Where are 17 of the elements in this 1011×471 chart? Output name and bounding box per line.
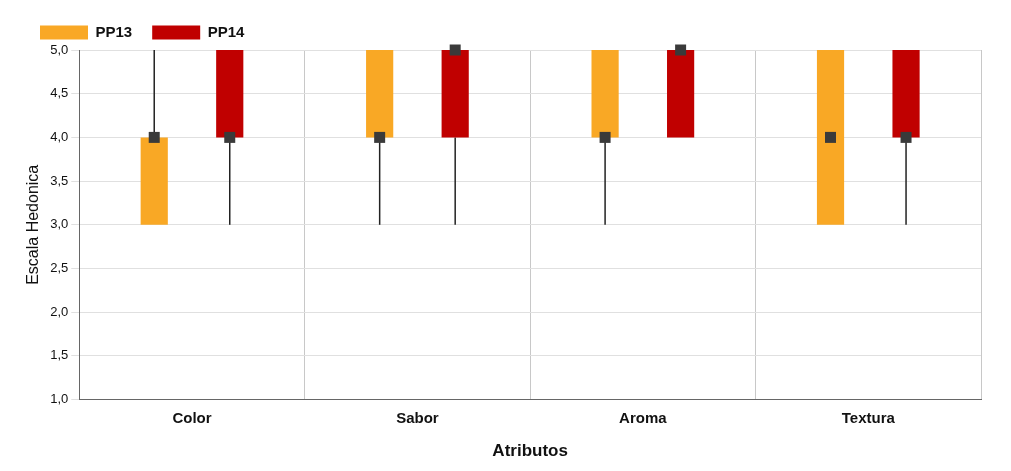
x-tick-label: Textura (841, 408, 896, 426)
y-tick-label: 4,0 (50, 128, 69, 144)
y-tick-label: 1,0 (50, 391, 69, 407)
y-tick-label: 5,0 (50, 41, 69, 57)
y-tick-label: 2,5 (50, 260, 69, 276)
y-tick-label: 1,5 (50, 347, 69, 363)
y-tick-label: 4,5 (50, 85, 69, 101)
x-axis-title: Atributos (492, 441, 568, 461)
y-axis-title: Escala Hedonica (24, 164, 42, 285)
y-tick-label: 2,0 (50, 303, 69, 319)
y-tick-label: 3,0 (50, 216, 69, 232)
x-tick-label: Color (172, 408, 212, 426)
legend-label: PP13 (95, 22, 133, 40)
legend-label: PP14 (207, 22, 246, 40)
x-tick-label: Sabor (396, 408, 439, 426)
y-tick-label: 3,5 (50, 172, 69, 188)
x-tick-label: Aroma (619, 408, 668, 426)
